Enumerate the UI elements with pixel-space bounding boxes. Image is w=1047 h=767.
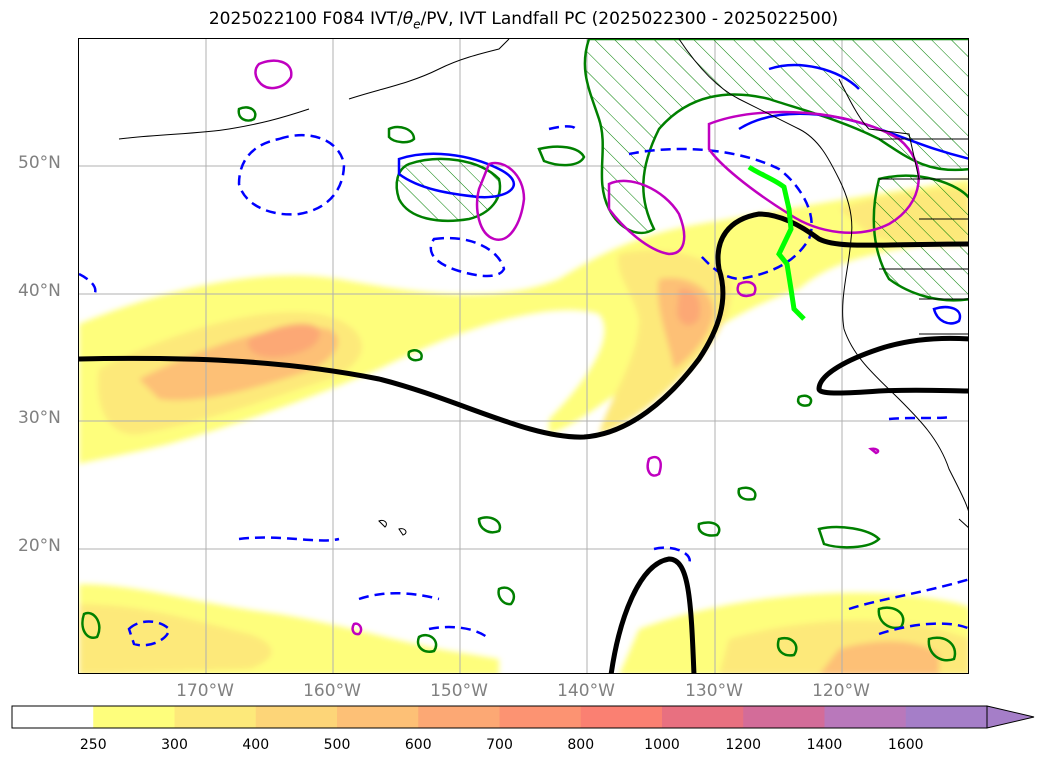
colorbar-cell: [662, 706, 744, 728]
colorbar-cell: [93, 706, 175, 728]
colorbar-tick-label: 1400: [806, 737, 843, 753]
lon-label-120w: 120°W: [812, 681, 870, 701]
lon-label-130w: 130°W: [685, 681, 743, 701]
colorbar-cell: [12, 706, 94, 728]
map-panel: [78, 38, 969, 674]
lon-label-160w: 160°W: [303, 681, 361, 701]
colorbar-cell: [743, 706, 825, 728]
map-title: 2025022100 F084 IVT/θe/PV, IVT Landfall …: [208, 9, 839, 32]
map-canvas: [79, 39, 968, 673]
lat-label-30n: 30°N: [18, 408, 61, 428]
lat-label-50n: 50°N: [18, 153, 61, 173]
colorbar-tick-label: 400: [242, 737, 270, 753]
pc-contours: [254, 59, 920, 636]
pv-contours: [81, 39, 968, 662]
colorbar-tick-label: 250: [79, 737, 107, 753]
colorbar-tick-label: 1000: [644, 737, 680, 753]
lon-label-170w: 170°W: [176, 681, 234, 701]
colorbar-tick-label: 800: [567, 737, 595, 753]
landfall-line: [747, 164, 806, 321]
colorbar-cell: [499, 706, 582, 728]
colorbar-tick-label: 1200: [725, 737, 762, 753]
graticule: [79, 39, 968, 673]
lon-label-150w: 150°W: [430, 681, 488, 701]
colorbar-cell: [905, 706, 988, 728]
colorbar-cell: [824, 706, 907, 728]
colorbar-cell: [174, 706, 257, 728]
mean-contours: [79, 211, 968, 673]
lon-label-140w: 140°W: [557, 681, 615, 701]
colorbar-tick-label: 700: [486, 737, 513, 753]
colorbar-tick-label: 1600: [887, 737, 924, 753]
colorbar-cell: [418, 706, 500, 728]
coastlines: [118, 39, 968, 536]
theta-e-contours: [79, 63, 968, 647]
lat-label-40n: 40°N: [18, 281, 61, 301]
colorbar-cell: [255, 706, 338, 728]
colorbar-tick-label: 300: [161, 737, 188, 753]
lat-label-20n: 20°N: [18, 536, 61, 556]
colorbar-tick-label: 600: [404, 737, 432, 753]
colorbar-tick-label: 500: [323, 737, 351, 753]
colorbar-cell: [580, 706, 663, 728]
colorbar-cell: [337, 706, 419, 728]
